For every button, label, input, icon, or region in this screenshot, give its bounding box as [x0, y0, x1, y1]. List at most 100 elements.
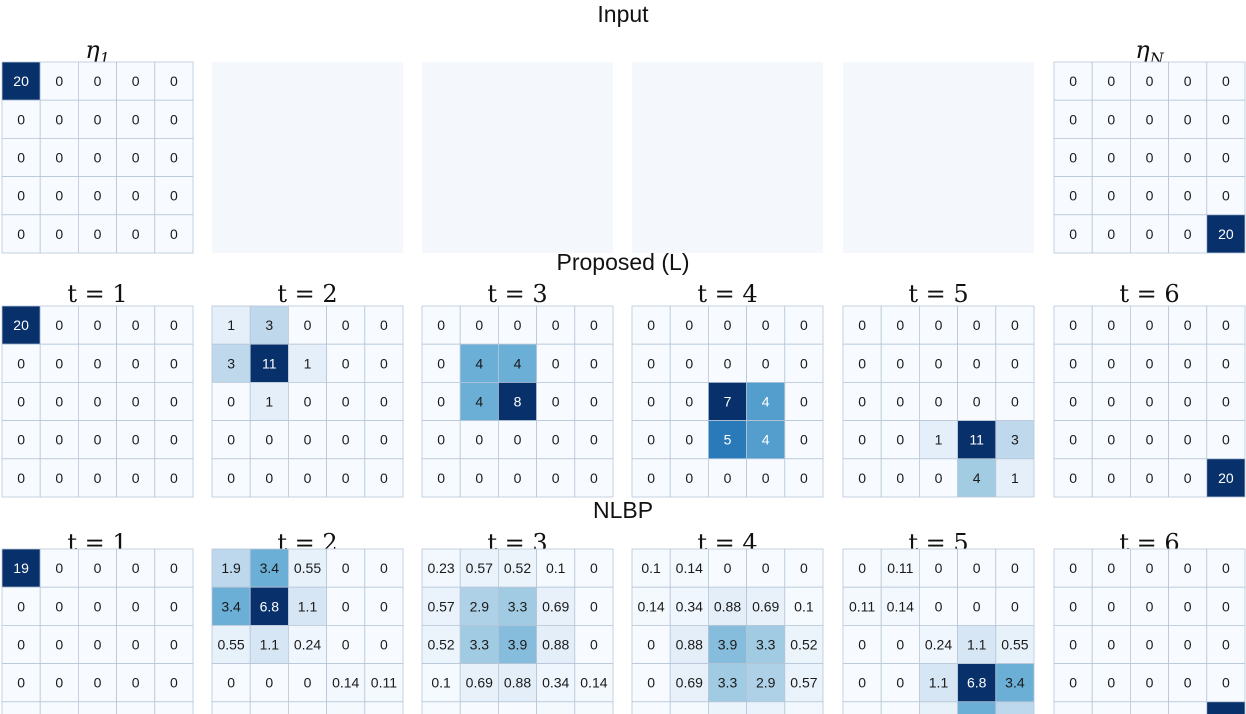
heatmap-cell	[784, 586, 824, 626]
cell-value-label: 0	[170, 560, 178, 576]
heatmap-cell	[497, 586, 537, 626]
heatmap-cell	[287, 663, 327, 703]
heatmap-cell	[39, 381, 79, 421]
cell-value-label: 0	[380, 394, 388, 410]
heatmap-cell	[39, 176, 79, 216]
cell-value-label: 0	[1069, 675, 1077, 691]
heatmap-cell	[1, 548, 41, 588]
cell-value-label: 0.1	[794, 598, 814, 614]
cell-value-label: 0	[1146, 73, 1154, 89]
heatmap-panel: t = 30.23 0.57 0.52 0.1 00.57 2.9 3.3 0.69 00.52…	[421, 529, 614, 714]
heatmap-cell	[995, 458, 1035, 498]
heatmap-cell	[1091, 701, 1131, 714]
cell-value-label: 0	[94, 317, 102, 333]
cell-value-label: 0	[227, 394, 235, 410]
cell-value-label: 0	[227, 713, 235, 714]
heatmap-cell	[78, 214, 118, 254]
cell-value-label: 0	[170, 150, 178, 166]
panel-title-symbol: η	[1135, 36, 1150, 64]
heatmap-cell	[842, 701, 882, 714]
heatmap-cell	[1206, 214, 1246, 254]
cell-value-label: 1	[1011, 470, 1019, 486]
cell-value-label: 0	[132, 317, 140, 333]
heatmap-cell	[154, 701, 194, 714]
heatmap-cell	[1091, 586, 1131, 626]
cell-value-label: 0	[973, 560, 981, 576]
cell-value-label: 0	[1184, 598, 1192, 614]
heatmap-cell	[1130, 343, 1170, 383]
cell-value-label: 4	[514, 355, 522, 371]
panel-title: t = 3	[487, 280, 547, 308]
cell-value-label: 0	[514, 432, 522, 448]
panel-title: t = 1	[67, 280, 127, 308]
heatmap-cell	[880, 343, 920, 383]
cell-value-label: 0	[170, 470, 178, 486]
cell-value-label: 0	[55, 355, 63, 371]
heatmap-cell	[1091, 458, 1131, 498]
heatmap-cell	[326, 343, 366, 383]
cell-value-label: 0	[475, 432, 483, 448]
cell-value-label: 3.4	[260, 560, 280, 576]
heatmap-cell	[421, 381, 461, 421]
cell-value-label: 1.1	[967, 637, 987, 653]
cell-value-label: 0	[475, 317, 483, 333]
cell-value-label: 3.3	[756, 637, 776, 653]
heatmap-cell	[746, 701, 786, 714]
heatmap-panel: t = 21.9 3.4 0.55 0 03.4 6.8 1.1 0 00.55 1.1 0.24 0…	[211, 529, 404, 714]
cell-value-label: 0	[896, 470, 904, 486]
cell-value-label: 0	[762, 560, 770, 576]
cell-value-label: 0	[762, 355, 770, 371]
heatmap-cell	[154, 61, 194, 101]
cell-value-label: 1.9	[221, 560, 241, 576]
cell-value-label: 0	[552, 470, 560, 486]
heatmap-cell	[39, 458, 79, 498]
heatmap-cell	[326, 625, 366, 665]
heatmap-cell	[919, 625, 959, 665]
heatmap-cell	[842, 663, 882, 703]
heatmap-cell	[39, 548, 79, 588]
cell-value-label: 0.14	[542, 713, 569, 714]
heatmap-cell	[1, 61, 41, 101]
cell-value-label: 0.69	[752, 598, 779, 614]
cell-value-label: 0	[227, 675, 235, 691]
cell-value-label: 20	[13, 317, 29, 333]
cell-value-label: 0	[1146, 713, 1154, 714]
cell-value-label: 0	[973, 355, 981, 371]
cell-value-label: 0	[552, 432, 560, 448]
cell-value-label: 0	[1107, 226, 1115, 242]
heatmap-cell	[1, 663, 41, 703]
heatmap-panel: t = 40 0 0 0 00 0 0 0 00 0 7 4 00 0 5 4 00 0 0 0 0	[631, 280, 824, 498]
heatmap-cell	[1, 586, 41, 626]
heatmap-panel: t = 119000000000000000000000000	[1, 529, 194, 714]
heatmap-panel: t = 21 3 0 0 03 11 1 0 00 1 0 0 00 0 0 0 00 0 0 0 0	[211, 280, 404, 498]
heatmap-cell	[1053, 548, 1093, 588]
cell-value-label: 0	[1069, 637, 1077, 653]
cell-value-label: 3.4	[221, 598, 241, 614]
heatmap-cell	[1130, 586, 1170, 626]
heatmap-cell	[78, 458, 118, 498]
cell-value-label: 0	[437, 432, 445, 448]
heatmap-cell	[249, 701, 289, 714]
cell-value-label: 0	[380, 713, 388, 714]
cell-value-label: 0	[1107, 355, 1115, 371]
cell-value-label: 0.11	[887, 560, 913, 576]
heatmap-cell	[1, 625, 41, 665]
cell-value-label: 0	[514, 317, 522, 333]
heatmap-cell	[536, 586, 576, 626]
cell-value-label: 0	[55, 317, 63, 333]
heatmap-cell	[1206, 701, 1246, 714]
cell-value-label: 0	[1011, 598, 1019, 614]
panel-title: t = 4	[697, 280, 757, 308]
heatmap-cell	[669, 420, 709, 460]
cell-value-label: 0	[858, 470, 866, 486]
cell-value-label: 7	[724, 394, 732, 410]
cell-value-label: 0	[552, 355, 560, 371]
heatmap-cell	[497, 381, 537, 421]
heatmap-cell	[1053, 625, 1093, 665]
cell-value-label: 1	[265, 394, 273, 410]
cell-value-label: 0	[342, 394, 350, 410]
cell-value-label: 0	[1146, 432, 1154, 448]
heatmap-cell	[1206, 625, 1246, 665]
heatmap-cell	[154, 625, 194, 665]
